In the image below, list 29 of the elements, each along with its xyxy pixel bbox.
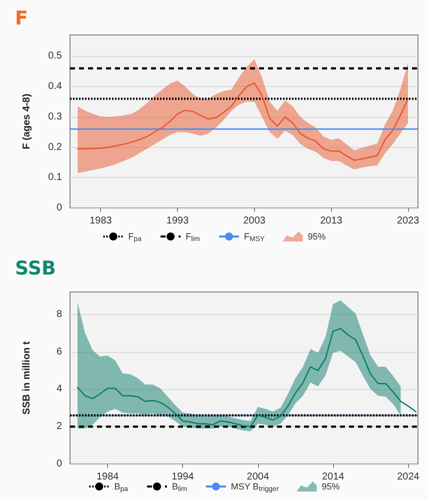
chart-title: F	[15, 8, 28, 30]
x-tick-label: 1994	[172, 472, 194, 482]
y-tick-label: 0.5	[48, 50, 62, 62]
y-tick-label: 6	[56, 346, 62, 358]
x-tick-label: 2003	[243, 216, 266, 226]
x-tick-label: 2024	[397, 472, 420, 482]
y-tick-label: 4	[56, 384, 62, 395]
y-tick-label: 8	[56, 308, 62, 320]
y-tick-label: 0.3	[48, 111, 62, 122]
x-tick-label: 1993	[166, 216, 190, 226]
x-tick-label: 2013	[320, 216, 343, 226]
y-tick-label: 0.4	[48, 81, 62, 92]
x-tick-label: 1983	[90, 216, 112, 226]
legend-label: 95%	[322, 482, 340, 492]
y-tick-label: 0.1	[48, 172, 62, 184]
x-tick-label: 1984	[96, 472, 120, 482]
y-tick-label: 0	[56, 458, 62, 470]
x-tick-label: 2004	[246, 472, 270, 482]
x-tick-label: 2014	[322, 472, 345, 482]
line-series	[76, 328, 416, 428]
y-tick-label: 0	[56, 202, 62, 214]
chart-title: SSB	[15, 258, 56, 280]
legend-label: 95%	[308, 232, 326, 242]
y-axis-title: F (ages 4-8)	[22, 94, 32, 150]
y-tick-label: 2	[56, 421, 62, 432]
y-tick-label: 0.2	[48, 142, 62, 153]
y-axis-title: SSB in million t	[22, 340, 32, 415]
x-tick-label: 2023	[396, 216, 420, 226]
line-series	[77, 82, 409, 161]
